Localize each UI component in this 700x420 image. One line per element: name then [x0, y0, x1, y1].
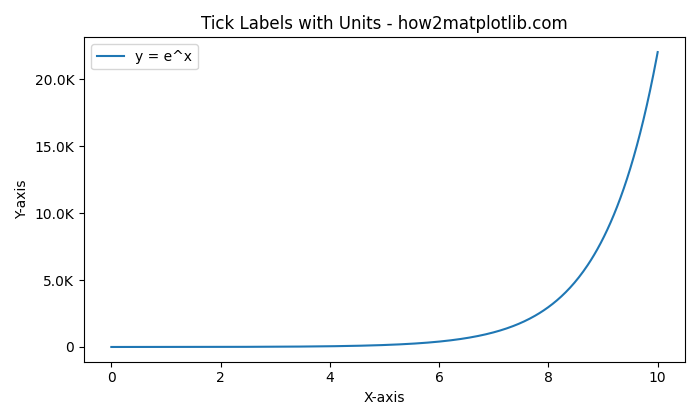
- Y-axis label: Y-axis: Y-axis: [15, 180, 29, 219]
- y = e^x: [433, 339, 441, 344]
- Title: Tick Labels with Units - how2matplotlib.com: Tick Labels with Units - how2matplotlib.…: [201, 15, 568, 33]
- y = e^x: [555, 296, 564, 301]
- y = e^x: [107, 344, 116, 349]
- y = e^x: [402, 341, 411, 346]
- y = e^x: [654, 50, 662, 55]
- Line: y = e^x: y = e^x: [111, 52, 658, 347]
- y = e^x: [640, 113, 649, 118]
- y = e^x: [370, 343, 378, 348]
- X-axis label: X-axis: X-axis: [364, 391, 405, 405]
- y = e^x: [367, 343, 375, 348]
- Legend: y = e^x: y = e^x: [91, 44, 198, 69]
